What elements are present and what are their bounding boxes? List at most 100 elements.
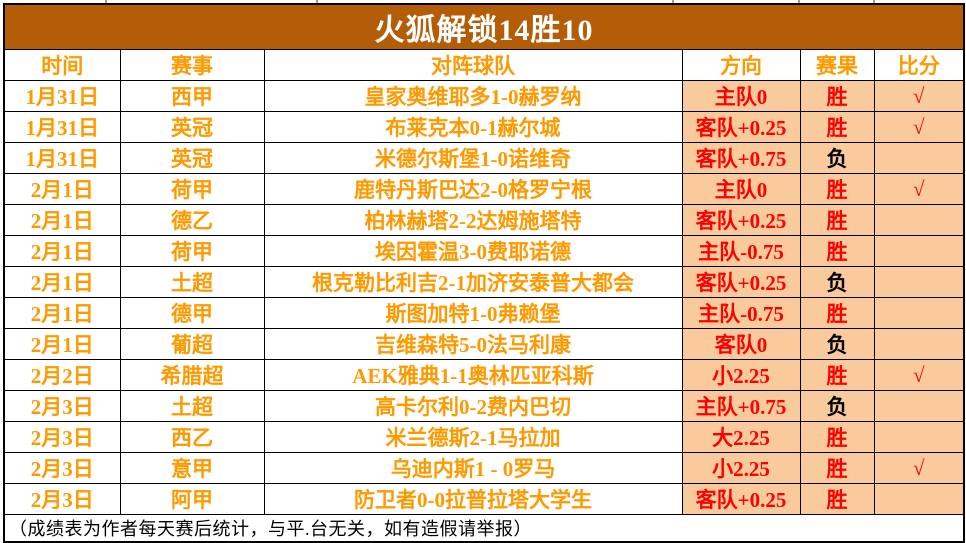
column-header-time: 时间 (3, 49, 121, 81)
score-check-cell (873, 328, 965, 360)
league-cell: 意甲 (119, 452, 265, 484)
table-row: 2月1日 德乙 柏林赫塔2-2达姆施塔特 客队+0.25 胜 (3, 204, 965, 236)
score-check-cell (873, 390, 965, 422)
table-row: 2月3日 西乙 米兰德斯2-1马拉加 大2.25 胜 (3, 421, 965, 453)
table-row: 1月31日 英冠 布莱克本0-1赫尔城 客队+0.25 胜 √ (3, 111, 965, 143)
league-cell: 土超 (119, 266, 265, 298)
match-cell: 皇家奥维耶多1-0赫罗纳 (263, 80, 683, 112)
table-row: 2月3日 意甲 乌迪内斯1 - 0罗马 小2.25 胜 √ (3, 452, 965, 484)
date-cell: 2月2日 (3, 359, 121, 391)
league-cell: 葡超 (119, 328, 265, 360)
direction-cell: 主队-0.75 (681, 297, 801, 329)
column-header-score: 比分 (873, 49, 965, 81)
match-cell: AEK雅典1-1奥林匹亚科斯 (263, 359, 683, 391)
match-cell: 根克勒比利吉2-1加济安泰普大都会 (263, 266, 683, 298)
league-cell: 西甲 (119, 80, 265, 112)
direction-cell: 大2.25 (681, 421, 801, 453)
match-cell: 布莱克本0-1赫尔城 (263, 111, 683, 143)
date-cell: 1月31日 (3, 142, 121, 174)
date-cell: 2月1日 (3, 204, 121, 236)
column-header-row: 时间 赛事 对阵球队 方向 赛果 比分 (3, 49, 965, 81)
results-table: 火狐解锁14胜10 时间 赛事 对阵球队 方向 赛果 比分 1月31日 西甲 皇… (3, 3, 965, 543)
direction-cell: 客队0 (681, 328, 801, 360)
date-cell: 2月1日 (3, 297, 121, 329)
date-cell: 2月3日 (3, 421, 121, 453)
date-cell: 2月3日 (3, 390, 121, 422)
match-cell: 埃因霍温3-0费耶诺德 (263, 235, 683, 267)
direction-cell: 客队+0.25 (681, 266, 801, 298)
score-check-cell: √ (873, 359, 965, 391)
result-cell: 胜 (799, 204, 875, 236)
date-cell: 2月3日 (3, 483, 121, 515)
league-cell: 荷甲 (119, 173, 265, 205)
match-cell: 高卡尔利0-2费内巴切 (263, 390, 683, 422)
direction-cell: 客队+0.25 (681, 204, 801, 236)
column-header-direction: 方向 (681, 49, 801, 81)
score-check-cell: √ (873, 111, 965, 143)
footer-row: （成绩表为作者每天赛后统计，与平.台无关，如有造假请举报） (3, 514, 965, 543)
league-cell: 西乙 (119, 421, 265, 453)
gridline-tick (316, 0, 318, 3)
match-cell: 柏林赫塔2-2达姆施塔特 (263, 204, 683, 236)
direction-cell: 小2.25 (681, 359, 801, 391)
direction-cell: 主队0 (681, 80, 801, 112)
score-check-cell (873, 483, 965, 515)
gridline-tick (672, 0, 674, 3)
score-check-cell: √ (873, 80, 965, 112)
league-cell: 荷甲 (119, 235, 265, 267)
score-check-cell (873, 204, 965, 236)
gridline-tick (798, 0, 800, 3)
league-cell: 英冠 (119, 111, 265, 143)
match-cell: 鹿特丹斯巴达2-0格罗宁根 (263, 173, 683, 205)
match-cell: 防卫者0-0拉普拉塔大学生 (263, 483, 683, 515)
result-cell: 胜 (799, 483, 875, 515)
league-cell: 德乙 (119, 204, 265, 236)
score-check-cell (873, 297, 965, 329)
date-cell: 2月1日 (3, 173, 121, 205)
league-cell: 英冠 (119, 142, 265, 174)
table-row: 1月31日 西甲 皇家奥维耶多1-0赫罗纳 主队0 胜 √ (3, 80, 965, 112)
result-cell: 胜 (799, 359, 875, 391)
direction-cell: 小2.25 (681, 452, 801, 484)
table-row: 2月1日 荷甲 埃因霍温3-0费耶诺德 主队-0.75 胜 (3, 235, 965, 267)
match-cell: 斯图加特1-0弗赖堡 (263, 297, 683, 329)
direction-cell: 主队+0.75 (681, 390, 801, 422)
match-cell: 吉维森特5-0法马利康 (263, 328, 683, 360)
table-row: 2月2日 希腊超 AEK雅典1-1奥林匹亚科斯 小2.25 胜 √ (3, 359, 965, 391)
table-row: 1月31日 英冠 米德尔斯堡1-0诺维奇 客队+0.75 负 (3, 142, 965, 174)
column-header-teams: 对阵球队 (263, 49, 683, 81)
disclaimer-text: （成绩表为作者每天赛后统计，与平.台无关，如有造假请举报） (3, 514, 965, 543)
league-cell: 阿甲 (119, 483, 265, 515)
table-row: 2月1日 德甲 斯图加特1-0弗赖堡 主队-0.75 胜 (3, 297, 965, 329)
match-cell: 米兰德斯2-1马拉加 (263, 421, 683, 453)
result-cell: 胜 (799, 111, 875, 143)
score-check-cell (873, 266, 965, 298)
date-cell: 2月1日 (3, 328, 121, 360)
result-cell: 胜 (799, 235, 875, 267)
table-row: 2月3日 土超 高卡尔利0-2费内巴切 主队+0.75 负 (3, 390, 965, 422)
direction-cell: 客队+0.25 (681, 483, 801, 515)
direction-cell: 主队0 (681, 173, 801, 205)
score-check-cell (873, 235, 965, 267)
score-check-cell: √ (873, 173, 965, 205)
gridline-tick (873, 0, 875, 3)
score-check-cell: √ (873, 452, 965, 484)
result-cell: 负 (799, 390, 875, 422)
league-cell: 德甲 (119, 297, 265, 329)
league-cell: 希腊超 (119, 359, 265, 391)
result-cell: 胜 (799, 297, 875, 329)
result-cell: 胜 (799, 173, 875, 205)
table-row: 2月1日 土超 根克勒比利吉2-1加济安泰普大都会 客队+0.25 负 (3, 266, 965, 298)
direction-cell: 客队+0.75 (681, 142, 801, 174)
date-cell: 1月31日 (3, 111, 121, 143)
direction-cell: 主队-0.75 (681, 235, 801, 267)
match-cell: 乌迪内斯1 - 0罗马 (263, 452, 683, 484)
result-cell: 负 (799, 266, 875, 298)
table-row: 2月3日 阿甲 防卫者0-0拉普拉塔大学生 客队+0.25 胜 (3, 483, 965, 515)
result-cell: 胜 (799, 452, 875, 484)
column-header-league: 赛事 (119, 49, 265, 81)
date-cell: 1月31日 (3, 80, 121, 112)
league-cell: 土超 (119, 390, 265, 422)
title-row: 火狐解锁14胜10 (3, 3, 965, 50)
table-row: 2月1日 葡超 吉维森特5-0法马利康 客队0 负 (3, 328, 965, 360)
